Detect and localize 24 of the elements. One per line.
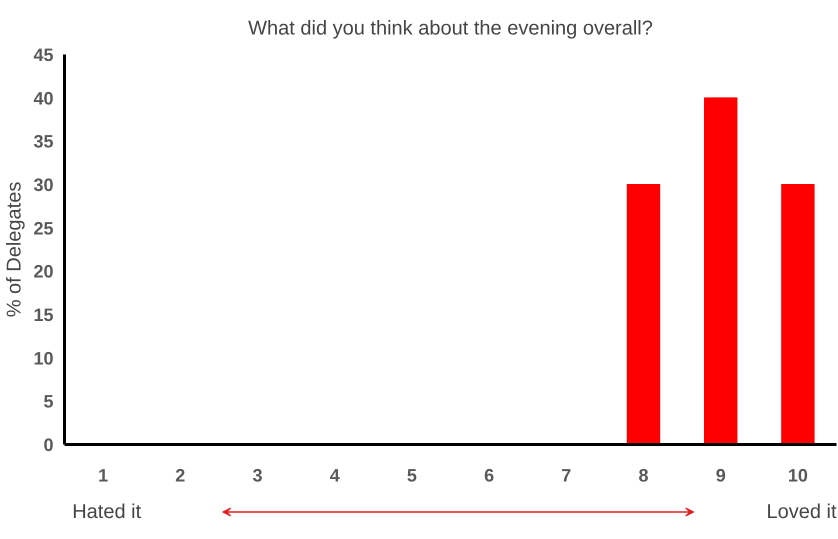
y-tick-label: 25 [33, 218, 54, 238]
x-tick-label: 5 [406, 466, 417, 486]
x-tick-label: 4 [330, 466, 340, 486]
x-tick-label: 7 [561, 466, 572, 486]
chart-title: What did you think about the evening overall? [248, 18, 653, 40]
y-tick-label: 35 [33, 132, 54, 152]
y-tick-label: 20 [33, 262, 54, 282]
y-tick-label: 45 [33, 45, 54, 65]
x-tick-label: 6 [484, 466, 494, 486]
y-tick-label: 30 [33, 175, 54, 195]
y-tick-label: 5 [43, 392, 54, 412]
text: Loved it [766, 501, 837, 523]
x-tick-label: 3 [252, 466, 263, 486]
y-tick-label: 40 [33, 88, 54, 108]
y-tick-label: 10 [33, 348, 54, 368]
x-tick-label: 10 [788, 466, 808, 486]
x-tick-label: 1 [98, 466, 108, 486]
y-tick-label: 15 [33, 305, 54, 325]
y-axis-title: % of Delegates [3, 182, 26, 318]
x-tick-label: 2 [175, 466, 186, 486]
x-tick-label: 8 [638, 466, 649, 486]
y-tick-label: 0 [43, 435, 54, 455]
x-tick-label: 9 [716, 466, 726, 486]
text: Hated it [72, 501, 142, 523]
